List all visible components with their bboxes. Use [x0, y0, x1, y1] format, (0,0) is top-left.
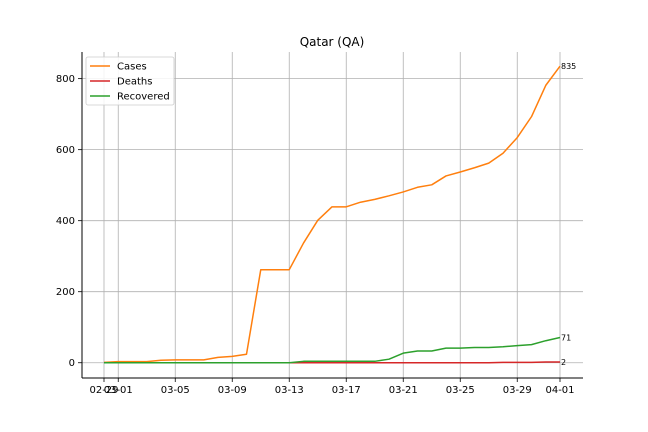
x-tick-label: 03-17 [332, 385, 361, 396]
x-tick-label: 04-01 [545, 385, 574, 396]
series-lines [103, 65, 561, 364]
y-tick-label: 200 [56, 287, 75, 298]
x-tick-label: 03-21 [389, 385, 418, 396]
y-tick-label: 0 [69, 358, 75, 369]
legend-box [85, 56, 175, 106]
x-tick-label: 03-05 [161, 385, 190, 396]
x-tick-label: 03-01 [104, 385, 133, 396]
end-label-recovered: 71 [561, 334, 571, 343]
x-tick-label: 03-09 [218, 385, 247, 396]
legend: Cases Deaths Recovered [85, 56, 175, 106]
legend-label-deaths: Deaths [117, 77, 152, 88]
end-label-deaths: 2 [561, 358, 566, 367]
y-tick-label: 600 [56, 145, 75, 156]
end-label-cases: 835 [561, 62, 576, 71]
x-tick-label: 03-29 [503, 385, 532, 396]
legend-label-cases: Cases [117, 62, 147, 73]
y-tick-label: 800 [56, 74, 75, 85]
series-line-cases [103, 65, 561, 364]
x-tick-label: 02-29 [89, 385, 118, 396]
y-tick-label: 400 [56, 216, 75, 227]
chart-title: Qatar (QA) [300, 35, 365, 49]
x-tick-label: 03-13 [275, 385, 304, 396]
series-line-recovered [104, 336, 561, 364]
end-labels: 835 2 71 [561, 62, 576, 367]
x-tick-label: 03-25 [446, 385, 475, 396]
legend-label-recovered: Recovered [117, 92, 170, 103]
